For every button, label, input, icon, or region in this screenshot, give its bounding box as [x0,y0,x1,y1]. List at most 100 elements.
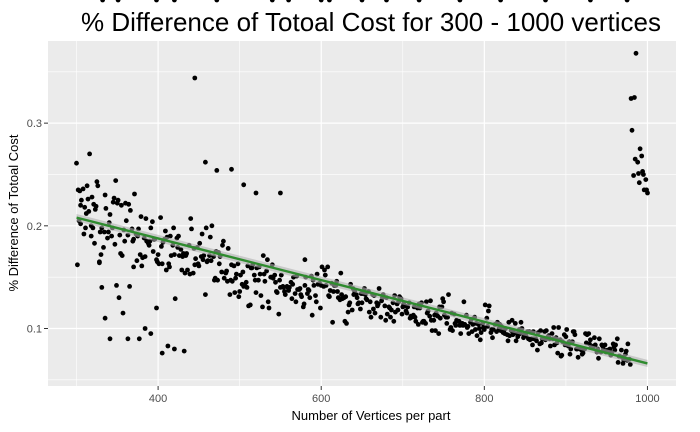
data-point [556,325,561,330]
data-point [179,267,185,273]
data-point [415,322,421,327]
data-point [176,233,181,239]
data-point [207,234,213,240]
data-point [568,346,574,352]
data-point [563,334,569,340]
data-point [486,303,492,309]
data-point [318,305,323,311]
data-point [159,350,165,356]
data-point [236,294,242,300]
data-point [629,127,635,133]
data-point [559,352,565,358]
data-point [142,254,148,259]
data-point [163,228,168,234]
data-point [154,305,159,311]
data-point [416,0,422,3]
data-point [302,257,308,263]
data-point [159,244,164,249]
data-point [109,233,114,239]
data-point [382,303,388,309]
data-point [366,309,372,315]
data-point [101,245,106,250]
data-point [172,346,177,352]
data-point [290,281,296,287]
data-point [113,178,119,184]
data-point [105,235,110,241]
data-point [535,347,540,353]
data-point [106,229,111,235]
data-point [81,231,87,237]
data-point [331,289,336,294]
data-point [146,242,152,248]
data-point [376,286,382,291]
data-point [458,331,464,336]
data-point [184,251,190,256]
data-point [632,95,637,100]
data-point [74,160,79,166]
data-point [253,190,259,196]
data-point [94,179,100,185]
data-point [530,342,535,348]
data-point [209,223,215,229]
data-point [575,354,581,360]
data-point [453,323,459,328]
data-point [243,279,249,285]
data-point [461,299,467,305]
data-point [378,314,384,320]
data-point [538,328,543,333]
data-point [214,0,220,3]
data-point [482,302,488,308]
data-point [122,238,128,244]
data-point [383,317,389,323]
data-point [260,304,265,310]
data-point [193,256,199,262]
data-point [79,197,84,203]
data-point [278,190,283,196]
data-point [155,252,161,257]
data-point [639,153,645,159]
data-point [399,311,405,317]
data-point [543,328,549,333]
data-point [92,240,97,246]
data-point [586,331,592,336]
data-point [116,295,122,301]
data-point [498,0,503,3]
data-point [327,294,332,300]
data-point [427,313,433,319]
data-point [490,335,495,341]
data-point [221,275,227,281]
data-point [359,300,365,306]
axes: 400 600 800 1000 0.1 0.2 0.3 [27,118,660,405]
data-point [215,277,221,283]
data-point [75,187,81,193]
data-point [78,202,83,208]
data-point [201,253,207,258]
data-point [262,278,268,284]
data-point [636,180,642,186]
data-point [136,336,142,342]
data-point [596,355,601,361]
data-point [75,262,80,268]
data-point [356,300,362,306]
x-tick-label: 400 [149,393,167,405]
data-point [613,342,618,348]
data-point [367,299,373,305]
data-point [220,242,225,248]
data-point [240,269,246,275]
data-point [465,324,471,329]
data-point [287,285,292,290]
data-point [534,338,539,344]
data-point [112,241,118,247]
data-point [192,75,198,81]
data-point [645,190,650,196]
data-point [172,252,177,257]
data-point [167,233,173,239]
data-point [253,290,259,295]
data-point [102,315,108,321]
data-point [444,321,450,326]
data-point [505,338,511,344]
data-point [619,347,624,353]
data-point [172,296,178,302]
data-point [200,257,206,263]
data-point [404,310,410,316]
